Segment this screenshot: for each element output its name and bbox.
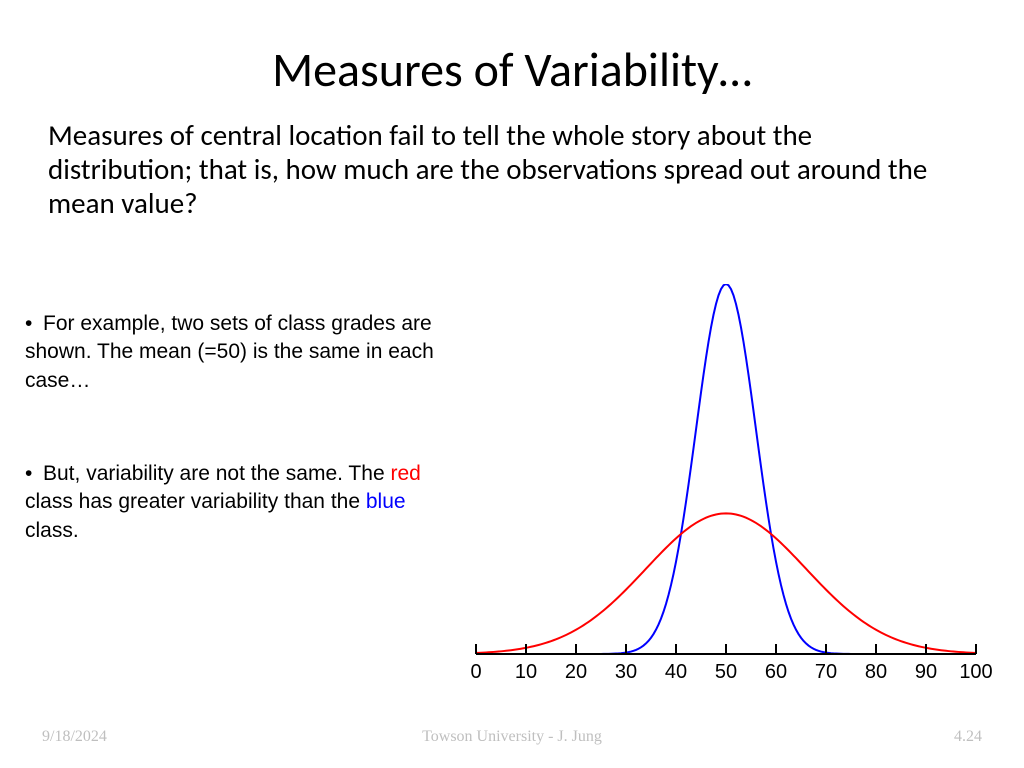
x-tick-label: 30 [615, 661, 637, 682]
footer-center: Towson University - J. Jung [0, 728, 1024, 746]
blue-curve [476, 284, 976, 654]
bullet-2: •But, variability are not the same. The … [25, 460, 455, 545]
bullet-2-blue: blue [366, 490, 406, 513]
slide: Measures of Variability… Measures of cen… [0, 0, 1024, 768]
x-tick-label: 100 [959, 661, 992, 682]
x-tick-label: 0 [470, 661, 481, 682]
bullet-2-red: red [390, 462, 420, 485]
bullet-dot-icon: • [25, 460, 43, 488]
x-tick-label: 50 [715, 661, 737, 682]
bullet-1-text: For example, two sets of class grades ar… [25, 312, 434, 392]
x-tick-label: 80 [865, 661, 887, 682]
x-tick-label: 60 [765, 661, 787, 682]
x-tick-label: 10 [515, 661, 537, 682]
red-curve [476, 513, 976, 653]
slide-subtitle: Measures of central location fail to tel… [48, 118, 948, 221]
bullet-2-pre: But, variability are not the same. The [43, 462, 390, 485]
bullet-2-end: class. [25, 519, 79, 542]
slide-title: Measures of Variability… [0, 40, 1024, 99]
footer-page: 4.24 [954, 728, 982, 746]
distribution-chart: 0 10 20 30 40 50 60 70 80 90 100 [456, 284, 1008, 682]
x-tick-label: 20 [565, 661, 587, 682]
bullet-dot-icon: • [25, 310, 43, 338]
x-tick-label: 90 [915, 661, 937, 682]
chart-svg: 0 10 20 30 40 50 60 70 80 90 100 [456, 284, 1008, 682]
x-tick-label: 70 [815, 661, 837, 682]
bullet-1: •For example, two sets of class grades a… [25, 310, 445, 395]
bullet-2-mid: class has greater variability than the [25, 490, 366, 513]
x-tick-label: 40 [665, 661, 687, 682]
